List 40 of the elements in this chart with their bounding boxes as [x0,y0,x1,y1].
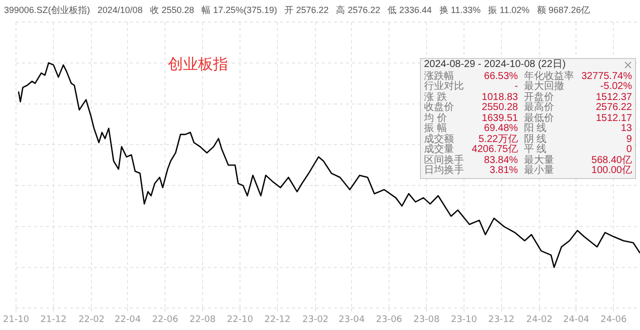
text: 最高价 2576.22 [524,102,632,113]
chart-title: 创业板指 [168,55,228,74]
x-tick-label: 23-04 [338,314,366,325]
text: 成交额 5.22万亿 [424,134,518,144]
x-tick-label: 22-06 [152,314,179,325]
x-tick-label: 23-08 [413,314,440,325]
x-tick-label: 23-06 [376,314,402,325]
text: 最小量 100.00亿 [524,165,632,176]
x-tick-label: 23-10 [450,314,478,325]
x-tick-label: 21-12 [40,314,67,325]
annotation: 年化收益率 32775.74% [524,70,632,82]
chart-subtitle: 399006.SZ(创业板指) 2024/10/08 收 2550.28 幅 17.25%(375.19) 开 2576.22 高 2576.22 低 2336.44 换 11.33% 振 11.02% 额 9687.26亿 [4,4,590,17]
x-tick-label: 22-12 [264,314,291,325]
text: 涨跌幅 66.53% [424,70,518,82]
text: 开盘价 1512.37 [524,92,632,102]
text: 行业对比 - [424,81,518,92]
text: 日均换手 3.81% [424,165,518,176]
text: 收盘价 2550.28 [424,102,518,113]
x-tick-label: 22-10 [226,314,254,325]
text: 最大量 568.40亿 [524,154,632,166]
text: 成交量 4206.75亿 [424,144,518,155]
text: 涨 跌 1018.83 [424,92,518,102]
text: 均 价 1639.51 [424,112,518,124]
x-tick-label: 24-04 [563,314,590,325]
x-tick-label: 24-06 [600,314,627,325]
x-tick-label: 22-08 [190,314,216,325]
text: 区间换手 83.84% [424,154,518,166]
text: 阳 线 13 [524,123,632,134]
text: 阴 线 9 [524,134,632,144]
text: 振 幅 69.48% [424,123,518,134]
text: 平 线 0 [524,144,632,155]
text: 最低价 1512.17 [524,112,632,124]
x-tick-label: 21-10 [3,314,30,325]
x-tick-label: 22-02 [78,314,105,325]
x-tick-label: 22-04 [114,314,142,325]
x-tick-label: 24-02 [526,314,552,325]
x-tick-label: 23-02 [302,314,329,325]
text: 最大回撤 -5.02% [524,81,632,92]
annotation: 2024-08-29 - 2024-10-08 (22日) [424,59,566,70]
x-tick-label: 23-12 [488,314,514,325]
